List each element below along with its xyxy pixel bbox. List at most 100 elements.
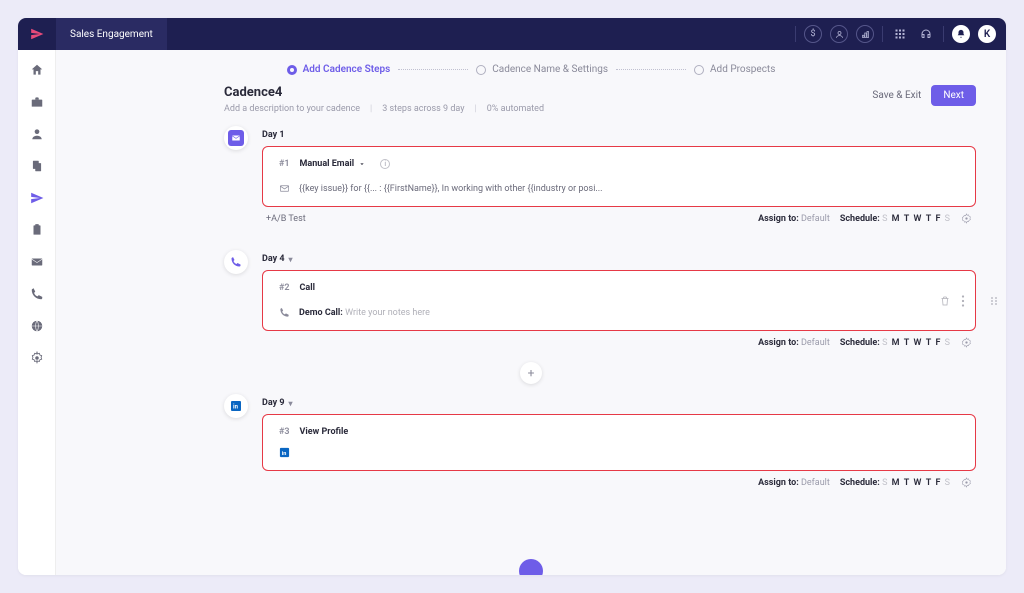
step-card-call[interactable]: #2 Call Demo Call: Write your notes here [262, 270, 976, 331]
mail-small-icon [279, 183, 291, 194]
topbar-right: $ K [795, 25, 1006, 43]
step-number: #2 [279, 283, 290, 293]
divider [882, 26, 883, 42]
divider [943, 26, 944, 42]
card-body: in [279, 447, 959, 458]
email-preview: {{key issue}} for {{... : {{FirstName}},… [299, 184, 603, 194]
below-card: Assign to: Default Schedule: S M T W T F… [262, 471, 976, 496]
assign-to[interactable]: Assign to: Default [758, 214, 830, 224]
step-label: Add Prospects [710, 64, 775, 75]
chevron-down-icon [358, 160, 366, 168]
section-day1: Day 1 #1 Manual Email i {{key issue}} fo… [56, 122, 1006, 232]
day-badge-email [224, 126, 248, 150]
clipboard-icon[interactable] [29, 222, 45, 238]
step-add-cadence[interactable]: Add Cadence Steps [287, 64, 391, 75]
gear-icon[interactable] [961, 337, 972, 348]
phone-icon[interactable] [29, 286, 45, 302]
step-name-settings[interactable]: Cadence Name & Settings [476, 64, 608, 75]
header-left: Cadence4 Add a description to your caden… [224, 85, 872, 114]
email-icon [231, 133, 241, 143]
bell-icon[interactable] [952, 25, 970, 43]
schedule[interactable]: Schedule: S M T W T F S [840, 478, 951, 488]
mail-icon[interactable] [29, 254, 45, 270]
svg-text:in: in [282, 451, 287, 457]
gear-icon[interactable] [961, 213, 972, 224]
phone-small-icon [279, 307, 291, 318]
briefcase-icon[interactable] [29, 94, 45, 110]
content-area: Add Cadence Steps Cadence Name & Setting… [56, 50, 1006, 575]
dollar-icon[interactable]: $ [804, 25, 822, 43]
step-label: Cadence Name & Settings [492, 64, 608, 75]
files-icon[interactable] [29, 158, 45, 174]
day-badge-linkedin: in [224, 394, 248, 418]
next-button[interactable]: Next [931, 85, 976, 106]
step-radio [476, 65, 486, 75]
drag-handle-icon[interactable] [988, 295, 1000, 307]
step-type[interactable]: View Profile [300, 427, 349, 437]
headset-icon[interactable] [917, 25, 935, 43]
card-head: #3 View Profile [279, 427, 959, 437]
info-icon[interactable]: i [380, 159, 390, 169]
step-number: #1 [279, 159, 290, 169]
settings-icon[interactable] [29, 350, 45, 366]
wizard-stepper: Add Cadence Steps Cadence Name & Setting… [56, 50, 1006, 85]
app-window: Sales Engagement $ K [18, 18, 1006, 575]
assign-to[interactable]: Assign to: Default [758, 338, 830, 348]
card-actions [939, 295, 965, 307]
step-radio [694, 65, 704, 75]
card-head: #2 Call [279, 283, 959, 293]
schedule[interactable]: Schedule: S M T W T F S [840, 214, 951, 224]
home-icon[interactable] [29, 62, 45, 78]
call-notes-placeholder[interactable]: Write your notes here [345, 308, 430, 318]
below-card: Assign to: Default Schedule: S M T W T F… [262, 331, 976, 356]
more-icon[interactable] [961, 295, 965, 307]
linkedin-small-icon: in [279, 447, 291, 458]
day-label[interactable]: Day 9 ▾ [262, 398, 976, 408]
cadence-header: Cadence4 Add a description to your caden… [56, 85, 1006, 122]
gear-icon[interactable] [961, 477, 972, 488]
send-icon[interactable] [29, 190, 45, 206]
divider [795, 26, 796, 42]
step-line [616, 69, 686, 70]
globe-icon[interactable] [29, 318, 45, 334]
step-number: #3 [279, 427, 290, 437]
card-head: #1 Manual Email i [279, 159, 959, 169]
step-type[interactable]: Manual Email [300, 159, 367, 169]
step-radio-active [287, 65, 297, 75]
app-logo[interactable] [18, 18, 56, 50]
section-day9: in Day 9 ▾ #3 View Profile in Assign to:… [56, 390, 1006, 496]
app-body: Add Cadence Steps Cadence Name & Setting… [18, 50, 1006, 575]
chart-icon[interactable] [856, 25, 874, 43]
add-step-button[interactable]: + [520, 362, 542, 384]
svg-text:in: in [233, 404, 239, 411]
schedule[interactable]: Schedule: S M T W T F S [840, 338, 951, 348]
day-label: Day 1 [262, 130, 976, 140]
step-label: Add Cadence Steps [303, 64, 391, 75]
topbar: Sales Engagement $ K [18, 18, 1006, 50]
card-body: Demo Call: Write your notes here [279, 307, 959, 318]
cadence-meta: Add a description to your cadence | 3 st… [224, 104, 872, 114]
step-line [398, 69, 468, 70]
save-exit-button[interactable]: Save & Exit [872, 90, 921, 101]
step-card-email[interactable]: #1 Manual Email i {{key issue}} for {{..… [262, 146, 976, 207]
trash-icon[interactable] [939, 295, 951, 307]
step-type[interactable]: Call [300, 283, 315, 293]
user-avatar[interactable]: K [978, 25, 996, 43]
person-icon[interactable] [29, 126, 45, 142]
cadence-title[interactable]: Cadence4 [224, 85, 872, 100]
ab-test-link[interactable]: +A/B Test [266, 214, 306, 224]
tab-sales-engagement[interactable]: Sales Engagement [56, 18, 167, 50]
card-body: {{key issue}} for {{... : {{FirstName}},… [279, 183, 959, 194]
description-placeholder[interactable]: Add a description to your cadence [224, 104, 360, 114]
day-label[interactable]: Day 4 ▾ [262, 254, 976, 264]
step-card-profile[interactable]: #3 View Profile in [262, 414, 976, 471]
day-badge-call [224, 250, 248, 274]
step-add-prospects[interactable]: Add Prospects [694, 64, 775, 75]
user-icon[interactable] [830, 25, 848, 43]
grid-icon[interactable] [891, 25, 909, 43]
assign-to[interactable]: Assign to: Default [758, 478, 830, 488]
fab-button[interactable] [519, 559, 543, 575]
automated-meta: 0% automated [487, 104, 544, 114]
sidebar [18, 50, 56, 575]
section-day4: Day 4 ▾ #2 Call Demo Call: Write your no… [56, 246, 1006, 356]
